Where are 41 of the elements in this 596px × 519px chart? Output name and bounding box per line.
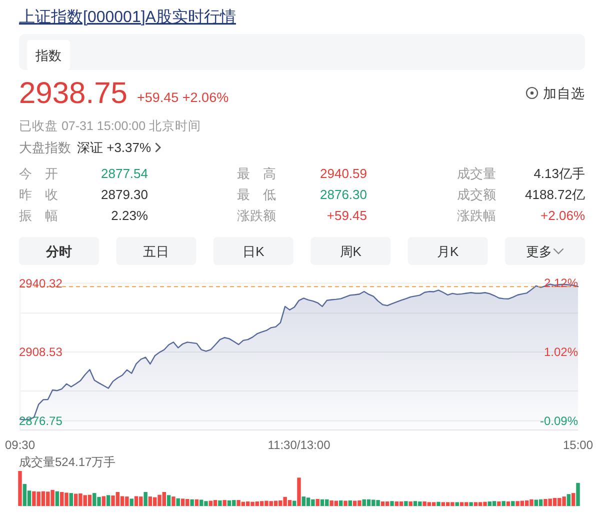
status: 已收盘 07-31 15:00:00 北京时间 (19, 119, 202, 133)
label: 今 开 (19, 166, 58, 181)
tick-label: 2876.75 (19, 414, 62, 428)
value: 2877.54 (101, 166, 148, 181)
value: 2.23% (111, 208, 148, 223)
label: 更多 (526, 244, 552, 259)
tick-label: 2940.32 (19, 276, 62, 290)
label: 指数 (36, 48, 62, 63)
label: 最 高 (237, 166, 276, 181)
value: 4188.72亿 (525, 187, 585, 202)
tick-label: 11:30/13:00 (268, 438, 330, 452)
value: 4.13亿手 (534, 166, 585, 181)
tick-label: -0.09% (540, 414, 578, 428)
title: 上证指数[000001]A股实时行情 (19, 9, 236, 26)
price: 2938.75 (19, 77, 128, 110)
label: 成交量 (457, 166, 496, 181)
label: 昨 收 (19, 187, 58, 202)
label: 振 幅 (19, 208, 58, 223)
tick-label: 09:30 (4, 438, 36, 452)
label: 日K (242, 244, 264, 259)
label: 月K (436, 244, 459, 259)
value: 2940.59 (320, 166, 367, 181)
value: 2876.30 (320, 187, 367, 202)
change: +59.45 +2.06% (137, 90, 229, 105)
label: 涨跌幅 (457, 208, 496, 223)
label: 加自选 (543, 86, 585, 101)
tick-label: 1.02% (544, 344, 578, 359)
value: +2.06% (540, 208, 585, 223)
value: +59.45 (326, 208, 367, 223)
title: 成交量524.17万手 (19, 455, 116, 469)
link: 深证 +3.37% (77, 140, 152, 155)
label: 大盘指数 (19, 140, 71, 155)
label: 分时 (46, 244, 72, 259)
tick-label: 2908.53 (19, 345, 62, 360)
label: 五日 (143, 244, 170, 259)
label: 涨跌额 (237, 208, 276, 223)
value: 2879.30 (101, 187, 148, 202)
tick-label: 15:00 (562, 438, 594, 452)
label: 周K (340, 244, 362, 259)
label: 最 低 (237, 187, 276, 202)
label: 成交额 (457, 187, 496, 202)
